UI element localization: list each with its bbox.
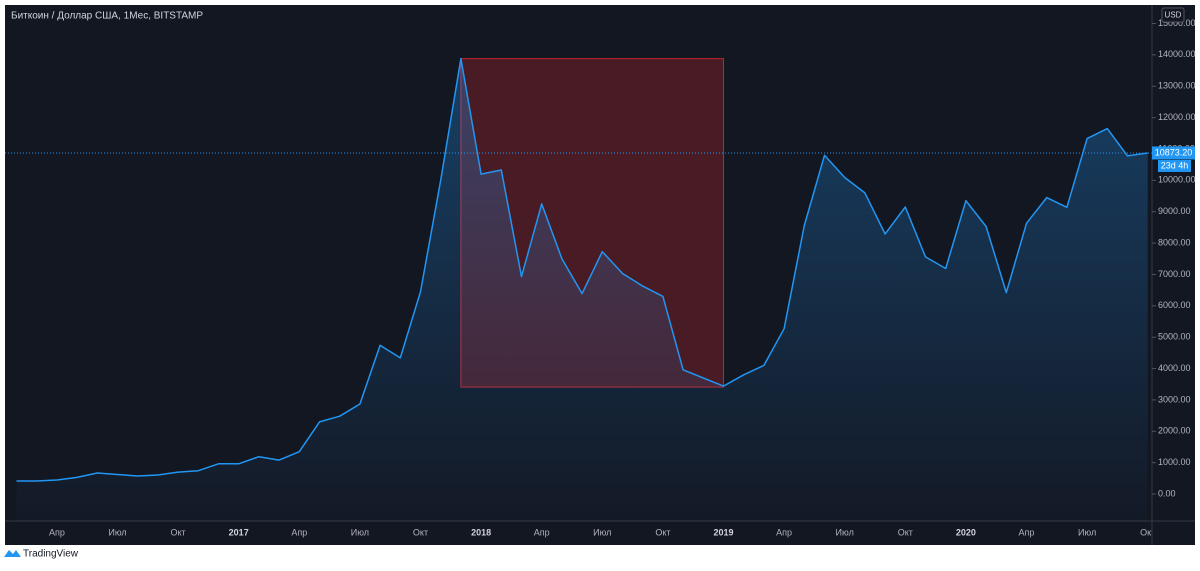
y-tick-label: 1000.00 (1158, 457, 1191, 467)
x-tick-label: Окт (1140, 527, 1155, 537)
x-tick-label: Июл (593, 527, 611, 537)
x-tick-label: Июл (1078, 527, 1096, 537)
y-tick-label: 4000.00 (1158, 363, 1191, 373)
x-tick-label: Апр (291, 527, 307, 537)
area-fill (16, 58, 1148, 521)
x-tick-label: Апр (776, 527, 792, 537)
y-tick-label: 8000.00 (1158, 237, 1191, 247)
x-tick-label: Июл (108, 527, 126, 537)
x-tick-label: 2017 (229, 527, 249, 537)
x-tick-label: Апр (49, 527, 65, 537)
x-tick-label: 2018 (471, 527, 491, 537)
x-tick-label: 2020 (956, 527, 976, 537)
last-price-badge (1152, 146, 1195, 160)
x-tick-label: 2019 (713, 527, 733, 537)
y-tick-label: 10000.00 (1158, 175, 1196, 185)
y-tick-label: 6000.00 (1158, 300, 1191, 310)
y-tick-label: 14000.00 (1158, 49, 1196, 59)
x-tick-label: Окт (898, 527, 913, 537)
countdown-badge (1158, 159, 1191, 172)
y-tick-label: 3000.00 (1158, 394, 1191, 404)
x-tick-label: Окт (655, 527, 670, 537)
x-tick-label: Апр (534, 527, 550, 537)
y-tick-label: 5000.00 (1158, 332, 1191, 342)
currency-badge[interactable] (1161, 7, 1185, 23)
x-tick-label: Окт (171, 527, 186, 537)
plot-pane: Апр Июл Окт 2017 Апр Июл Окт 2018 Апр Июл Окт 2019 А… (5, 57, 1155, 537)
y-tick-label: 13000.00 (1158, 81, 1196, 91)
logo-icon (4, 550, 21, 557)
price-line (16, 57, 1148, 482)
source-logo[interactable]: TradingView (23, 549, 79, 560)
y-tick-label: 0.00 (1158, 488, 1176, 498)
x-tick-label: Апр (1019, 527, 1035, 537)
countdown-label: 23d 4h (1161, 160, 1189, 170)
y-tick-label: 12000.00 (1158, 112, 1196, 122)
x-tick-label: Июл (836, 527, 854, 537)
y-tick-label: 2000.00 (1158, 426, 1191, 436)
price-axis: 0.00 1000.00 2000.00 3000.00 4000.00 5000.00 6… (1152, 18, 1196, 498)
y-tick-label: 7000.00 (1158, 269, 1191, 279)
x-tick-label: Июл (351, 527, 369, 537)
last-price-label: 10873.20 (1155, 147, 1193, 157)
y-tick-label: 9000.00 (1158, 206, 1191, 216)
currency-label[interactable]: USD (1165, 11, 1182, 20)
chart-title: Биткоин / Доллар США, 1Мес, BITSTAMP (11, 11, 203, 22)
y-tick-label: 15000.00 (1158, 18, 1196, 28)
x-tick-label: Окт (413, 527, 428, 537)
